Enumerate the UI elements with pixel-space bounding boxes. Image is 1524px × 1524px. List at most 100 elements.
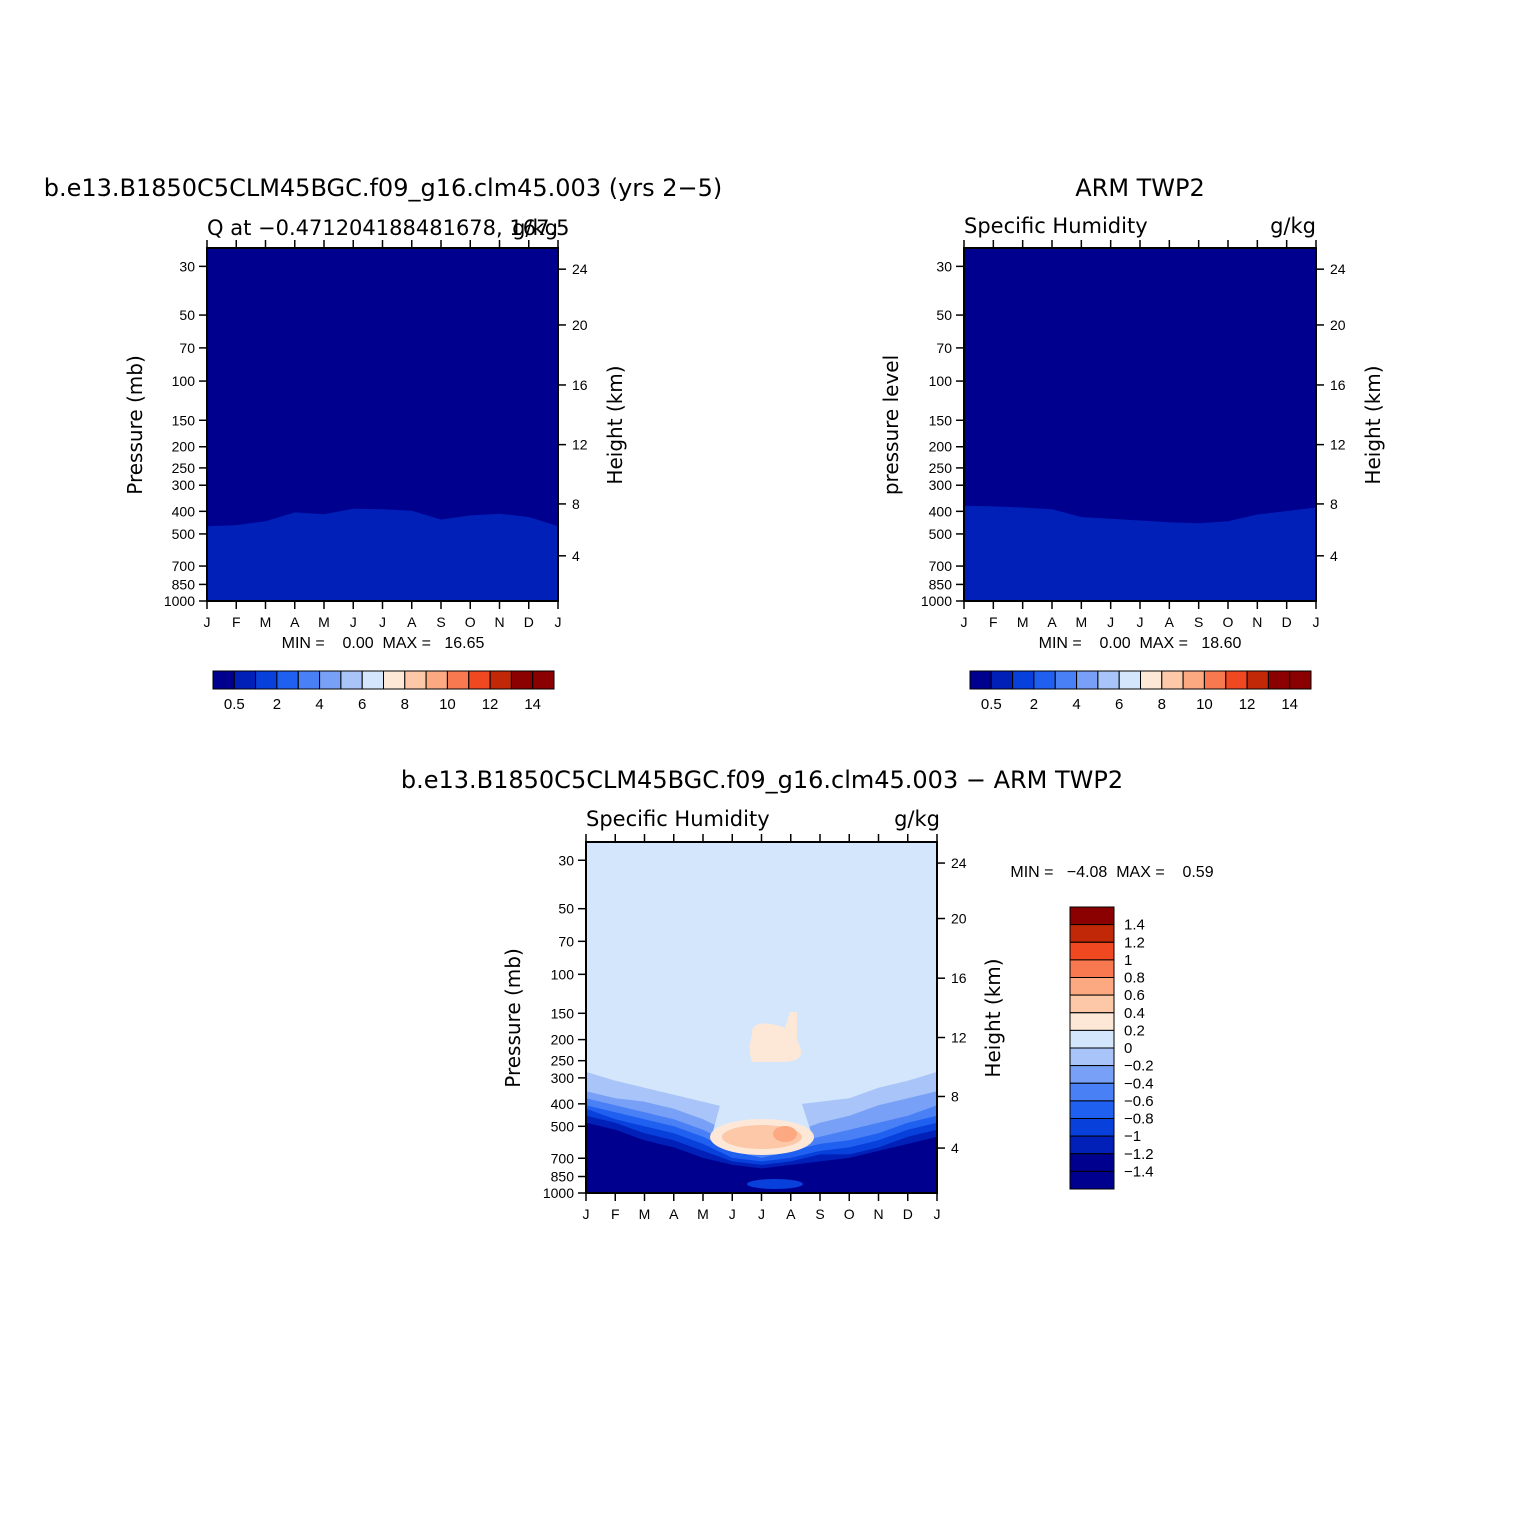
y-tick-label: 150: [929, 412, 953, 428]
y-right-tick-label: 4: [1330, 548, 1338, 564]
y-tick-label: 100: [172, 373, 196, 389]
colorbar-label: 2: [1030, 696, 1038, 713]
colorbar-label: 4: [315, 696, 323, 713]
x-tick-label: D: [524, 614, 534, 630]
x-tick-label: J: [204, 614, 211, 630]
y-tick-label: 250: [929, 460, 953, 476]
colorbar-box: [1069, 1047, 1115, 1067]
y-right-tick-label: 12: [951, 1030, 967, 1046]
x-tick-label: M: [697, 1206, 709, 1222]
colorbar-box: [425, 670, 448, 690]
colorbar-box: [446, 670, 470, 690]
y-tick-label: 1000: [543, 1185, 574, 1201]
y-tick-label: 250: [551, 1053, 575, 1069]
y-tick-label: 30: [179, 258, 195, 274]
colorbar-box: [1054, 670, 1078, 690]
colorbar-box: [1069, 959, 1115, 979]
x-tick-label: J: [758, 1206, 765, 1222]
colorbar-box: [404, 670, 427, 690]
y-right-tick-label: 12: [572, 437, 588, 453]
x-tick-label: A: [669, 1206, 679, 1222]
y-tick-label: 500: [172, 526, 196, 542]
colorbar-box: [1140, 670, 1163, 690]
colorbar-box: [1225, 670, 1248, 690]
x-tick-label: A: [407, 614, 417, 630]
colorbar-box: [1069, 1170, 1115, 1190]
colorbar-box: [233, 670, 257, 690]
x-tick-label: O: [1223, 614, 1234, 630]
colorbar-box: [276, 670, 299, 690]
contour-band: [964, 505, 1316, 601]
y-tick-label: 150: [551, 1005, 575, 1021]
colorbar-box: [468, 670, 491, 690]
colorbar-box: [1267, 670, 1291, 690]
x-tick-label: O: [465, 614, 476, 630]
x-tick-label: N: [494, 614, 504, 630]
y-axis-right-label: Height (km): [981, 958, 1005, 1077]
colorbar-label: 0.8: [1124, 970, 1145, 987]
y-right-tick-label: 16: [951, 970, 967, 986]
colorbar-box: [1069, 941, 1115, 961]
x-tick-label: J: [1313, 614, 1320, 630]
colorbar-box: [383, 670, 406, 690]
panel-difference: b.e13.B1850C5CLM45BGC.f09_g16.clm45.003 …: [401, 766, 1214, 1222]
x-tick-label: J: [934, 1206, 941, 1222]
y-tick-label: 300: [172, 477, 196, 493]
panel-right-label: g/kg: [894, 807, 940, 831]
panel-left-label: Specific Humidity: [964, 214, 1148, 238]
colorbar-box: [1182, 670, 1205, 690]
y-tick-label: 700: [172, 558, 196, 574]
colorbar-label: −1.2: [1124, 1146, 1154, 1163]
colorbar-label: 0.2: [1124, 1022, 1145, 1039]
colorbar-label: 12: [1239, 696, 1256, 713]
y-tick-label: 70: [179, 340, 195, 356]
colorbar-label: 6: [1115, 696, 1123, 713]
colorbar-label: 12: [482, 696, 499, 713]
colorbar-box: [1069, 906, 1115, 926]
x-tick-label: J: [555, 614, 562, 630]
panel-left-label: Specific Humidity: [586, 807, 770, 831]
y-right-tick-label: 24: [951, 855, 967, 871]
colorbar-box: [1069, 1100, 1115, 1120]
y-tick-label: 1000: [921, 593, 952, 609]
y-axis-label: Pressure (mb): [123, 355, 147, 495]
colorbar-label: 0: [1124, 1040, 1132, 1057]
x-tick-label: F: [611, 1206, 620, 1222]
colorbar-box: [1076, 670, 1099, 690]
min-max-stats: MIN = 0.00 MAX = 16.65: [282, 635, 485, 652]
panel-left-label: Q at −0.471204188481678, 167.5: [207, 216, 570, 240]
y-axis-right-label: Height (km): [1361, 365, 1385, 484]
colorbar-label: 14: [1281, 696, 1298, 713]
contour-field: [586, 842, 937, 1193]
colorbar-box: [1069, 994, 1115, 1014]
x-tick-label: S: [1194, 614, 1203, 630]
y-tick-label: 400: [551, 1096, 575, 1112]
min-max-stats: MIN = 0.00 MAX = 18.60: [1039, 635, 1242, 652]
colorbar-box: [510, 670, 534, 690]
colorbar-box: [1246, 670, 1269, 690]
colorbar-label: 8: [1158, 696, 1166, 713]
colorbar-label: 8: [401, 696, 409, 713]
x-tick-label: D: [903, 1206, 913, 1222]
colorbar-box: [255, 670, 278, 690]
colorbar-box: [1069, 1082, 1115, 1102]
x-tick-label: J: [1137, 614, 1144, 630]
y-right-tick-label: 24: [1330, 261, 1346, 277]
contour-field: [964, 248, 1316, 601]
contour-band: [586, 1122, 937, 1193]
colorbar-box: [1069, 1153, 1115, 1172]
y-tick-label: 700: [929, 558, 953, 574]
x-tick-label: J: [350, 614, 357, 630]
panel-title: b.e13.B1850C5CLM45BGC.f09_g16.clm45.003 …: [44, 174, 723, 202]
panel-model: b.e13.B1850C5CLM45BGC.f09_g16.clm45.003 …: [44, 174, 723, 713]
colorbar-label: −1: [1124, 1128, 1141, 1145]
colorbar-label: −0.4: [1124, 1075, 1154, 1092]
x-tick-label: J: [379, 614, 386, 630]
y-tick-label: 300: [929, 477, 953, 493]
colorbar-box: [1012, 670, 1035, 690]
y-right-tick-label: 16: [572, 377, 588, 393]
colorbar-label: 1.4: [1124, 917, 1145, 934]
